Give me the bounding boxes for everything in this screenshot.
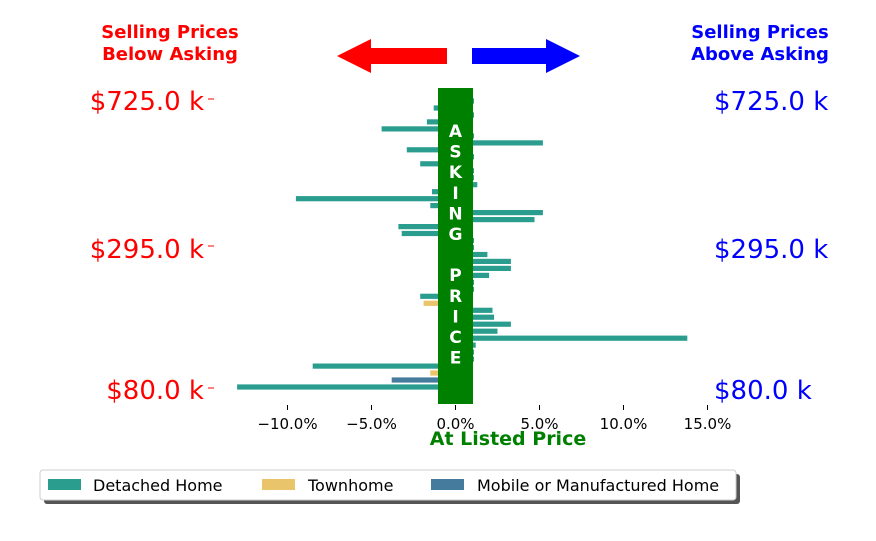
bar-detached-home — [455, 314, 495, 320]
bar-detached-home — [455, 321, 511, 327]
band-letter: C — [449, 328, 461, 348]
left-price-label-top: $725.0 k — [90, 87, 204, 117]
left-price-label-bottom: $80.0 k — [106, 376, 204, 406]
x-tick-label: 15.0% — [684, 415, 732, 433]
bar-detached-home — [381, 126, 456, 132]
bar-detached-home — [455, 307, 493, 313]
legend-label-detached: Detached Home — [93, 476, 223, 495]
band-letter: I — [452, 307, 458, 327]
bar-detached-home — [312, 363, 456, 369]
legend-swatch-mobile — [431, 479, 464, 490]
band-letter: G — [449, 225, 463, 245]
bar-detached-home — [455, 140, 543, 146]
asking-price-band — [438, 88, 473, 404]
legend-box — [39, 469, 737, 501]
legend-swatch-detached — [48, 479, 81, 490]
header-left-line2: Below Asking — [102, 44, 238, 65]
right-price-label-bottom: $80.0 k — [714, 376, 812, 406]
band-letter: I — [452, 184, 458, 204]
bar-detached-home — [455, 210, 543, 216]
band-letter: N — [448, 204, 462, 224]
bar-detached-home — [455, 265, 511, 271]
bar-detached-home — [406, 147, 456, 153]
bar-detached-home — [455, 217, 535, 223]
band-letter: P — [449, 266, 461, 286]
right-price-label-mid: $295.0 k — [714, 235, 828, 265]
band-letter: A — [449, 122, 463, 142]
bar-detached-home — [420, 161, 456, 167]
bar-detached-home — [420, 293, 456, 299]
x-axis-label: At Listed Price — [430, 428, 586, 450]
header-left-line1: Selling Prices — [101, 22, 238, 43]
bar-detached-home — [398, 224, 456, 230]
x-axis: −10.0% −5.0% 0.0% 5.0% 10.0% 15.0% — [257, 405, 731, 433]
band-letter: E — [450, 349, 462, 369]
bar-detached-home — [237, 384, 456, 390]
legend-label-mobile: Mobile or Manufactured Home — [477, 476, 719, 495]
above-asking-arrow-icon — [472, 39, 580, 73]
left-price-label-mid: $295.0 k — [90, 235, 204, 265]
below-asking-arrow-icon — [337, 39, 447, 73]
x-tick-label: −10.0% — [257, 415, 317, 433]
x-tick-label: −5.0% — [346, 415, 397, 433]
x-tick-label: 5.0% — [520, 415, 558, 433]
band-letter: R — [449, 287, 462, 307]
band-letter: S — [449, 143, 461, 163]
right-price-label-top: $725.0 k — [714, 87, 828, 117]
header-right-line2: Above Asking — [691, 44, 829, 65]
x-tick-label: 0.0% — [436, 415, 474, 433]
bar-detached-home — [455, 328, 498, 334]
bar-detached-home — [455, 258, 511, 264]
bar-detached-home — [401, 230, 456, 237]
x-tick-label: 10.0% — [600, 415, 648, 433]
band-letter: K — [449, 163, 463, 183]
bar-detached-home — [295, 196, 456, 202]
legend-label-townhome: Townhome — [307, 476, 393, 495]
bar-mobile-or-manufactured-home — [391, 377, 456, 383]
legend-swatch-townhome — [262, 479, 295, 490]
bar-detached-home — [455, 335, 688, 341]
header-right-line1: Selling Prices — [691, 22, 828, 43]
